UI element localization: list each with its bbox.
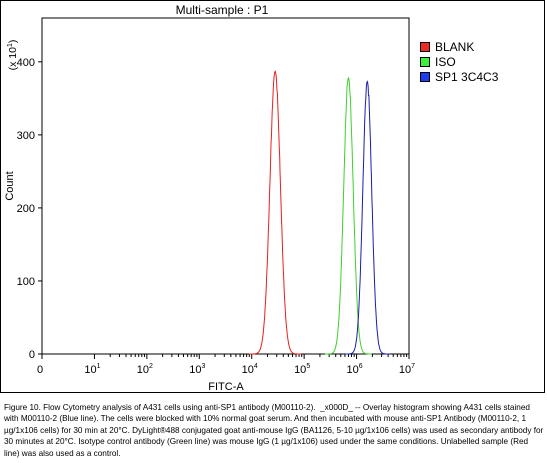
x-tick-label: 0 — [37, 364, 43, 376]
y-axis-label: Count — [4, 171, 16, 200]
y-tick-label: 0 — [29, 349, 35, 361]
legend-label: BLANK — [435, 40, 475, 54]
svg-text:(x 101): (x 101) — [7, 40, 19, 71]
histogram-curves — [248, 70, 390, 355]
legend-swatch — [420, 42, 430, 52]
x-tick-label: 104 — [242, 363, 258, 376]
plot-area — [41, 17, 410, 355]
legend-label: ISO — [435, 55, 456, 69]
x-axis-label: FITC-A — [208, 381, 244, 393]
series-line-sp1-3c4c3 — [345, 80, 390, 355]
y-multiplier-label: (x 101) — [7, 40, 19, 71]
x-tick-label: 103 — [189, 363, 205, 376]
x-tick-label: 106 — [346, 363, 362, 376]
x-tick-label: 102 — [137, 363, 153, 376]
x-tick-label: 107 — [399, 363, 415, 376]
axis-ticks: 0 100 200 300 400 0 101 102 103 104 105 106 107 — [17, 57, 416, 376]
y-multiplier-text: (x 10 — [7, 47, 19, 71]
chart-title: Multi-sample : P1 — [176, 3, 269, 17]
x-tick-label: 101 — [84, 363, 100, 376]
y-tick-label: 200 — [17, 203, 35, 215]
y-tick-label: 100 — [17, 276, 35, 288]
legend-label: SP1 3C4C3 — [435, 70, 499, 84]
figure-frame — [0, 0, 545, 393]
series-line-iso — [324, 76, 372, 355]
legend-item: SP1 3C4C3 — [420, 70, 498, 84]
legend-swatch — [420, 57, 430, 67]
y-multiplier-close: ) — [7, 40, 19, 44]
flow-cytometry-histogram: Multi-sample : P1 (x 101) Count FITC-A 0… — [4, 3, 416, 393]
legend-item: ISO — [420, 55, 456, 69]
y-multiplier-exponent: 1 — [7, 43, 14, 47]
legend-item: BLANK — [420, 40, 474, 54]
figure-caption: Figure 10. Flow Cytometry analysis of A4… — [4, 403, 546, 458]
y-tick-label: 300 — [17, 130, 35, 142]
y-tick-label: 400 — [17, 57, 35, 69]
legend-swatch — [420, 72, 430, 82]
series-line-blank — [248, 70, 302, 355]
x-tick-label: 105 — [294, 363, 310, 376]
